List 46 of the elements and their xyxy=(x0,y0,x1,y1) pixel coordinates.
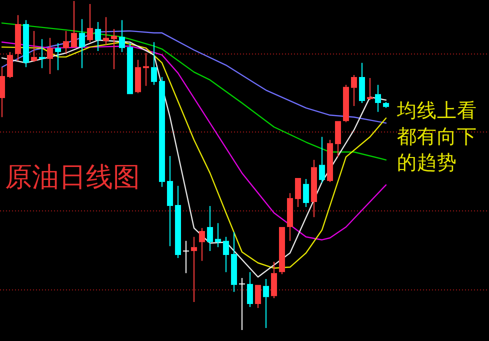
candlestick xyxy=(55,42,61,71)
candlestick xyxy=(311,159,317,218)
candlestick xyxy=(182,240,190,274)
candlestick xyxy=(327,139,333,182)
candlestick xyxy=(303,178,309,208)
candlestick xyxy=(103,16,109,46)
candlestick xyxy=(383,102,389,108)
candlestick xyxy=(367,77,373,101)
candlestick xyxy=(287,192,293,242)
candlestick xyxy=(0,66,5,118)
candlestick xyxy=(135,59,141,94)
candlestick xyxy=(359,62,365,104)
candlestick xyxy=(191,236,197,303)
candlestick xyxy=(31,30,37,62)
candlestick xyxy=(319,136,325,184)
candlestick xyxy=(39,38,45,69)
candlestick xyxy=(71,0,77,49)
candlestick xyxy=(375,84,381,112)
candlestick xyxy=(143,52,149,86)
candlestick xyxy=(95,22,101,52)
candlestick xyxy=(15,14,21,62)
candlestick xyxy=(87,3,93,43)
candlestick xyxy=(231,231,237,292)
candlestick xyxy=(159,76,165,188)
candlestick xyxy=(223,236,229,273)
candlestick xyxy=(351,74,357,106)
candlestick xyxy=(263,278,269,329)
candlestick xyxy=(79,18,85,69)
candlestick xyxy=(207,205,213,252)
candlestick xyxy=(238,278,246,330)
candlestick xyxy=(343,84,349,123)
candlestick xyxy=(47,37,53,75)
annotation: 原油日线图 xyxy=(5,162,140,193)
candlestick xyxy=(247,272,253,308)
candlestick xyxy=(119,20,125,52)
candlestick xyxy=(175,185,181,258)
candlestick xyxy=(7,51,13,78)
candlestick xyxy=(215,222,221,248)
candlestick xyxy=(23,20,29,68)
candlestick xyxy=(151,42,157,86)
text: 均线上看都有向下的趋势 xyxy=(396,99,477,174)
candlestick xyxy=(271,261,277,299)
candlestick xyxy=(167,155,173,247)
candlestick xyxy=(63,30,69,54)
candlestick xyxy=(199,228,205,262)
candlestick xyxy=(111,28,117,70)
